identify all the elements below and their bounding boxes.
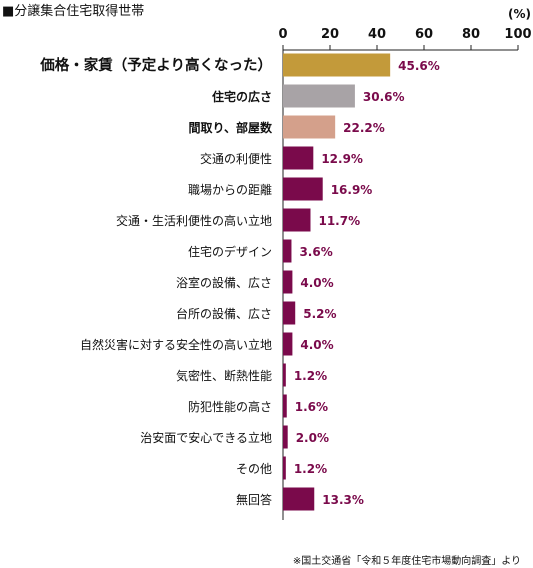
bar [283,301,296,325]
bar [283,84,355,108]
category-label: 間取り、部屋数 [188,120,273,135]
category-label: 価格・家賃（予定より高くなった） [39,56,272,74]
value-label: 16.9% [331,183,373,197]
bar [283,332,293,356]
bar [283,53,391,77]
category-label: 住宅の広さ [212,89,272,104]
value-label: 1.2% [294,369,327,383]
bar [283,363,286,387]
value-label: 12.9% [321,152,363,166]
unit-label: (%) [508,7,531,21]
value-label: 2.0% [296,431,329,445]
x-tick-label: 40 [368,27,386,42]
bar [283,456,286,480]
value-label: 22.2% [343,121,385,135]
x-tick-label: 0 [278,27,287,42]
bar [283,208,311,232]
value-label: 3.6% [299,245,332,259]
value-label: 5.2% [303,307,336,321]
bar [283,146,314,170]
source-note: ※国土交通省「令和５年度住宅市場動向調査」より [292,556,521,567]
bar [283,239,292,263]
category-label: 交通・生活利便性の高い立地 [116,213,272,228]
category-label: 浴室の設備、広さ [176,275,272,290]
value-label: 1.2% [294,462,327,476]
value-label: 13.3% [322,493,364,507]
x-tick-label: 100 [504,27,531,42]
chart-title-text: ■分譲集合住宅取得世帯 [2,4,145,19]
x-tick-label: 20 [321,27,339,42]
chart-title: ■分譲集合住宅取得世帯 [2,0,144,19]
value-label: 4.0% [300,276,333,290]
value-label: 30.6% [363,90,405,104]
value-label: 1.6% [295,400,328,414]
value-label: 11.7% [318,214,360,228]
bar [283,115,336,139]
category-label: 職場からの距離 [188,183,272,197]
category-label: 住宅のデザイン [188,244,272,259]
value-label: 45.6% [398,59,440,73]
bar [283,425,288,449]
category-label: その他 [236,462,272,476]
category-label: 台所の設備、広さ [176,306,272,321]
category-label: 交通の利便性 [200,151,272,166]
category-label: 自然災害に対する安全性の高い立地 [80,337,272,352]
category-label: 治安面で安心できる立地 [140,430,272,445]
category-label: 気密性、断熱性能 [176,368,272,383]
x-tick-label: 60 [415,27,433,42]
bar [283,177,323,201]
bar [283,270,293,294]
value-label: 4.0% [300,338,333,352]
category-label: 無回答 [236,492,272,507]
x-tick-label: 80 [462,27,480,42]
category-label: 防犯性能の高さ [188,399,272,414]
bar [283,487,315,511]
bar [283,394,287,418]
